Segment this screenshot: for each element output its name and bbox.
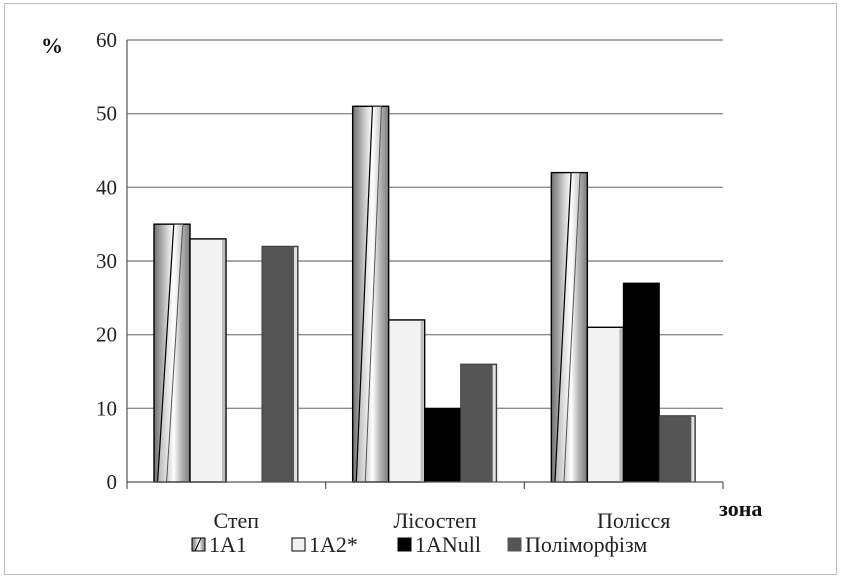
tick-labels: 0 10 20 30 40 50 60 Степ Лісостеп Полісся (96, 28, 670, 533)
legend-swatch (507, 537, 522, 552)
bar-1A2*-Полісся (586, 326, 625, 483)
chart-frame: 0 10 20 30 40 50 60 Степ Лісостеп Полісся % зона … (4, 3, 837, 575)
y-tick-label: 60 (96, 28, 117, 52)
x-category-label: Степ (214, 508, 260, 533)
legend-item: 1ANull (397, 532, 481, 557)
bar-1A2*-Степ (189, 238, 227, 483)
legend-label: 1ANull (415, 532, 481, 557)
legend-item: 1A2* (291, 532, 358, 557)
y-tick-label: 30 (96, 249, 117, 273)
y-tick-label: 20 (96, 323, 117, 347)
legend-label: Поліморфізм (525, 532, 647, 557)
x-category-label: Лісостеп (393, 508, 476, 533)
bar-1ANull-Полісся (622, 282, 660, 483)
bar-1A1-Степ (153, 223, 191, 483)
x-category-label: Полісся (597, 508, 670, 533)
y-tick-label: 10 (96, 396, 117, 420)
legend-swatch (397, 537, 412, 552)
bar-Поліморфізм-Степ (261, 245, 299, 483)
legend-swatch (291, 537, 306, 552)
bar-Поліморфізм-Лісостеп (460, 363, 498, 483)
y-tick-label: 40 (96, 175, 117, 199)
bars (153, 105, 696, 483)
legend: 1A1 1A2* 1ANull Поліморфізм (191, 532, 647, 557)
bar-1A1-Лісостеп (351, 105, 390, 483)
legend-item: 1A1 (191, 532, 247, 557)
bar-Поліморфізм-Полісся (658, 415, 696, 483)
legend-label: 1A2* (309, 532, 358, 557)
bar-1A1-Полісся (550, 171, 589, 483)
legend-item: Поліморфізм (507, 532, 647, 557)
legend-label: 1A1 (209, 532, 247, 557)
bar-1ANull-Лісостеп (424, 407, 462, 483)
bar-1A2*-Лісостеп (387, 319, 426, 483)
axes (126, 40, 724, 489)
y-tick-label: 0 (107, 470, 118, 494)
y-tick-label: 50 (96, 102, 117, 126)
y-axis-label: % (41, 33, 63, 58)
x-axis-label: зона (719, 496, 762, 521)
